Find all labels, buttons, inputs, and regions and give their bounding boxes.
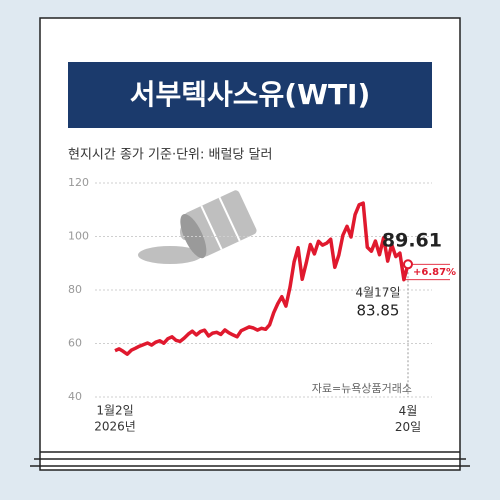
title-box bbox=[68, 62, 432, 128]
barrel-ring bbox=[218, 197, 241, 242]
end-marker bbox=[403, 259, 413, 270]
subtitle: 현지시간 종가 기준·단위: 배럴당 달러 bbox=[68, 148, 272, 163]
x-tick-label: 4월 20일 bbox=[395, 404, 421, 434]
spill bbox=[138, 246, 202, 264]
y-tick-label: 60 bbox=[68, 337, 82, 350]
end-value-label: 89.61 bbox=[382, 230, 442, 252]
x-year-label: 2026년 bbox=[94, 420, 136, 434]
y-tick-label: 100 bbox=[68, 230, 89, 243]
y-tick-label: 120 bbox=[68, 176, 89, 189]
source: 자료=뉴욕상품거래소 bbox=[312, 382, 412, 395]
prev-value-label: 83.85 bbox=[357, 302, 400, 320]
barrel-illustration bbox=[138, 190, 257, 264]
y-tick-label: 40 bbox=[68, 390, 82, 403]
barrel-end bbox=[180, 214, 207, 259]
change-label: +6.87% bbox=[413, 267, 456, 278]
y-tick-label: 80 bbox=[68, 283, 82, 296]
barrel-ring bbox=[200, 205, 223, 250]
prev-date-label: 4월17일 bbox=[356, 286, 401, 300]
line bbox=[114, 201, 410, 356]
x-tick-label: 1월2일 bbox=[96, 404, 133, 418]
chart-title: 서부텍사스유(WTI) bbox=[130, 78, 371, 111]
